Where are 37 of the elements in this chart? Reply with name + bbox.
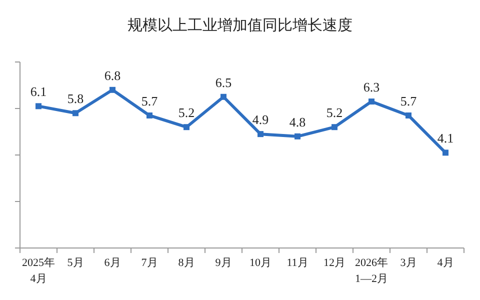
x-tick-label: 8月 xyxy=(178,257,195,269)
point xyxy=(146,112,152,118)
x-tick-label: 6月 xyxy=(104,257,121,269)
x-tick-label: 10月 xyxy=(250,257,272,269)
point xyxy=(36,103,42,110)
x-tick-label: 3月 xyxy=(400,257,417,269)
data-label: 6.8 xyxy=(104,68,121,83)
point xyxy=(220,94,226,100)
x-tick-label: 7月 xyxy=(141,257,158,269)
point xyxy=(332,124,338,130)
data-label: 4.1 xyxy=(437,130,454,146)
x-tick-label: 2026年 1—2月 xyxy=(355,257,388,285)
data-label: 5.2 xyxy=(178,105,195,120)
data-label: 6.1 xyxy=(30,84,47,100)
point xyxy=(406,112,412,118)
x-tick-label: 9月 xyxy=(215,257,232,269)
data-label: 5.2 xyxy=(326,105,343,120)
data-label: 4.8 xyxy=(289,114,306,130)
x-tick-label: 11月 xyxy=(286,257,308,269)
data-label: 5.7 xyxy=(400,93,418,108)
data-label: 5.7 xyxy=(141,93,158,108)
x-tick-label: 4月 xyxy=(437,257,454,269)
data-label: 6.3 xyxy=(363,80,380,95)
point xyxy=(294,133,300,140)
point xyxy=(442,150,448,156)
x-tick-label: 2025年 4月 xyxy=(22,257,55,285)
data-label: 6.5 xyxy=(215,74,232,90)
data-label: 4.9 xyxy=(252,112,269,128)
chart-title: 规模以上工业增加值同比增长速度 xyxy=(128,16,352,34)
point xyxy=(110,86,116,93)
x-tick-label: 12月 xyxy=(324,257,346,269)
point xyxy=(72,110,78,116)
point xyxy=(184,124,190,130)
point xyxy=(368,98,374,105)
point xyxy=(258,131,264,138)
x-tick-label: 5月 xyxy=(67,257,84,269)
data-label: 5.8 xyxy=(67,91,84,106)
